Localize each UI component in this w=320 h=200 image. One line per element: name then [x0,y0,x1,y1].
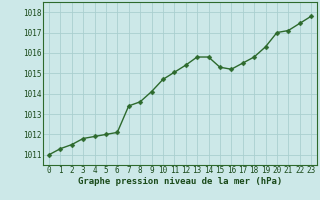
X-axis label: Graphe pression niveau de la mer (hPa): Graphe pression niveau de la mer (hPa) [78,177,282,186]
